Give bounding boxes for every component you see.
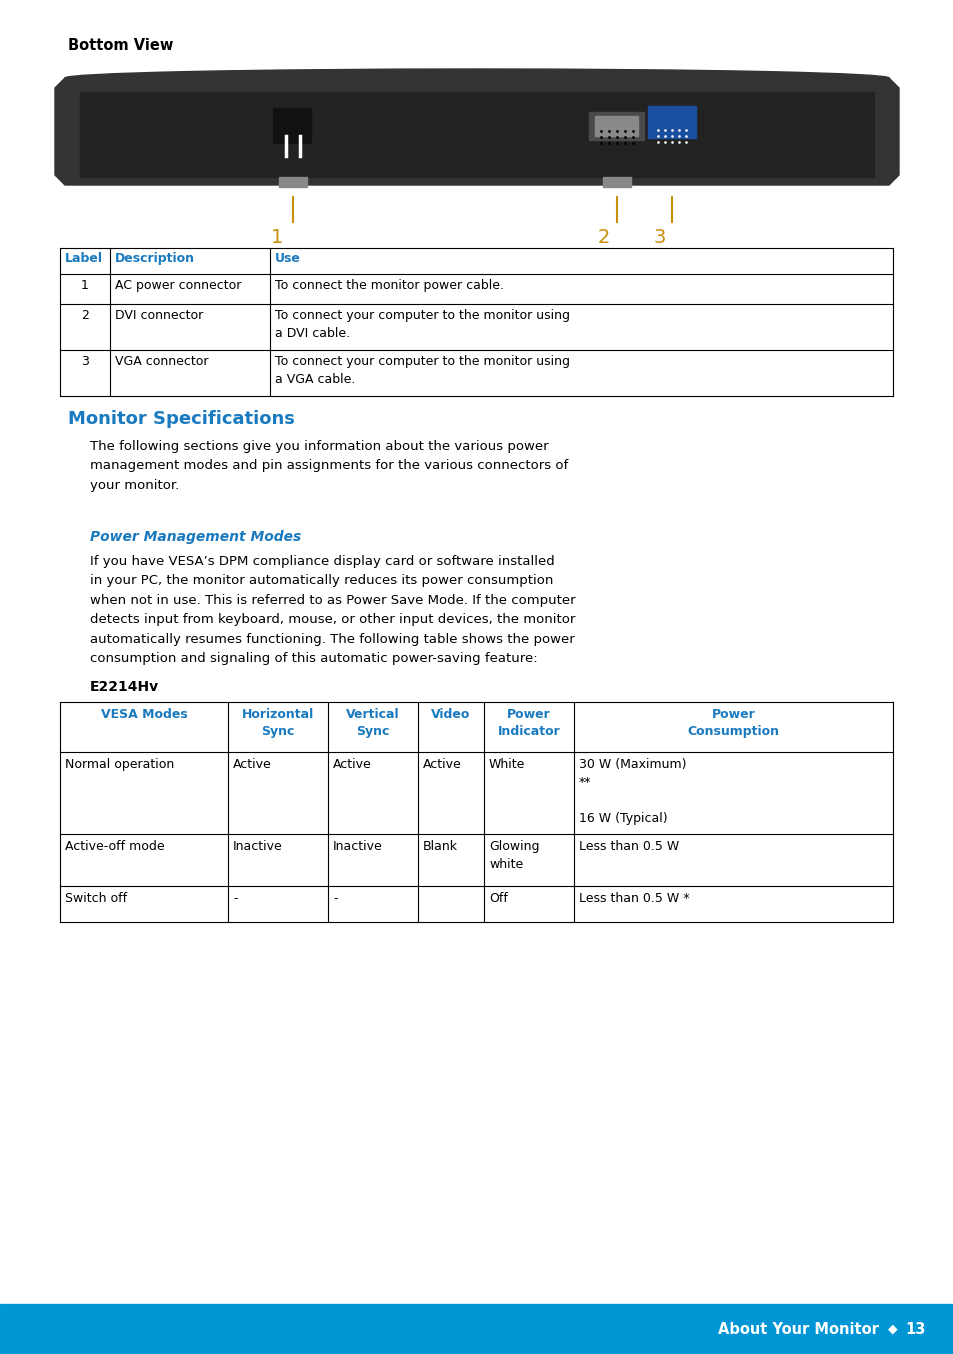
Text: Power Management Modes: Power Management Modes [90,529,301,544]
Text: 13: 13 [904,1322,925,1336]
Text: VESA Modes: VESA Modes [100,708,187,720]
Text: Inactive: Inactive [233,839,282,853]
Text: Power
Consumption: Power Consumption [687,708,779,738]
Bar [647,106,696,138]
Text: Description: Description [115,252,194,265]
Text: The following sections give you information about the various power
management m: The following sections give you informat… [90,440,568,492]
Text: 1: 1 [81,279,89,292]
Text: Less than 0.5 W *: Less than 0.5 W * [578,892,689,904]
Text: Inactive: Inactive [333,839,382,853]
Bar [602,177,630,187]
Bar [278,177,307,187]
Bar [80,92,873,177]
Text: Active: Active [422,758,461,770]
Text: If you have VESA’s DPM compliance display card or software installed
in your PC,: If you have VESA’s DPM compliance displa… [90,555,575,666]
Text: 30 W (Maximum)
**

16 W (Typical): 30 W (Maximum) ** 16 W (Typical) [578,758,686,825]
Text: Video: Video [431,708,470,720]
Bar [595,116,638,135]
Bar [0,1304,953,1354]
Text: Label: Label [65,252,103,265]
Text: VGA connector: VGA connector [115,355,209,368]
Text: 2: 2 [598,227,610,246]
Text: AC power connector: AC power connector [115,279,241,292]
Text: Active: Active [333,758,372,770]
Ellipse shape [65,69,888,87]
Text: Vertical
Sync: Vertical Sync [346,708,399,738]
Text: To connect your computer to the monitor using
a DVI cable.: To connect your computer to the monitor … [274,309,569,340]
Text: To connect your computer to the monitor using
a VGA cable.: To connect your computer to the monitor … [274,355,569,386]
Text: Bottom View: Bottom View [68,38,173,53]
Text: -: - [233,892,237,904]
Text: ◆: ◆ [887,1323,897,1335]
Text: Active: Active [233,758,272,770]
Text: -: - [333,892,337,904]
Text: E2214Hv: E2214Hv [90,680,159,695]
Bar [273,108,311,144]
Text: Active-off mode: Active-off mode [65,839,165,853]
Text: Glowing
white: Glowing white [489,839,539,871]
Text: About Your Monitor: About Your Monitor [718,1322,878,1336]
Text: 1: 1 [271,227,283,246]
Text: 3: 3 [653,227,665,246]
Text: Blank: Blank [422,839,457,853]
Text: Switch off: Switch off [65,892,127,904]
Text: Less than 0.5 W: Less than 0.5 W [578,839,679,853]
Text: 2: 2 [81,309,89,322]
Text: Use: Use [274,252,300,265]
Text: Monitor Specifications: Monitor Specifications [68,410,294,428]
Text: White: White [489,758,525,770]
Text: Off: Off [489,892,507,904]
Text: 3: 3 [81,355,89,368]
Text: Normal operation: Normal operation [65,758,174,770]
Polygon shape [55,79,898,185]
Text: Horizontal
Sync: Horizontal Sync [242,708,314,738]
Bar [588,112,643,139]
Text: To connect the monitor power cable.: To connect the monitor power cable. [274,279,503,292]
Text: DVI connector: DVI connector [115,309,203,322]
Text: Power
Indicator: Power Indicator [497,708,559,738]
